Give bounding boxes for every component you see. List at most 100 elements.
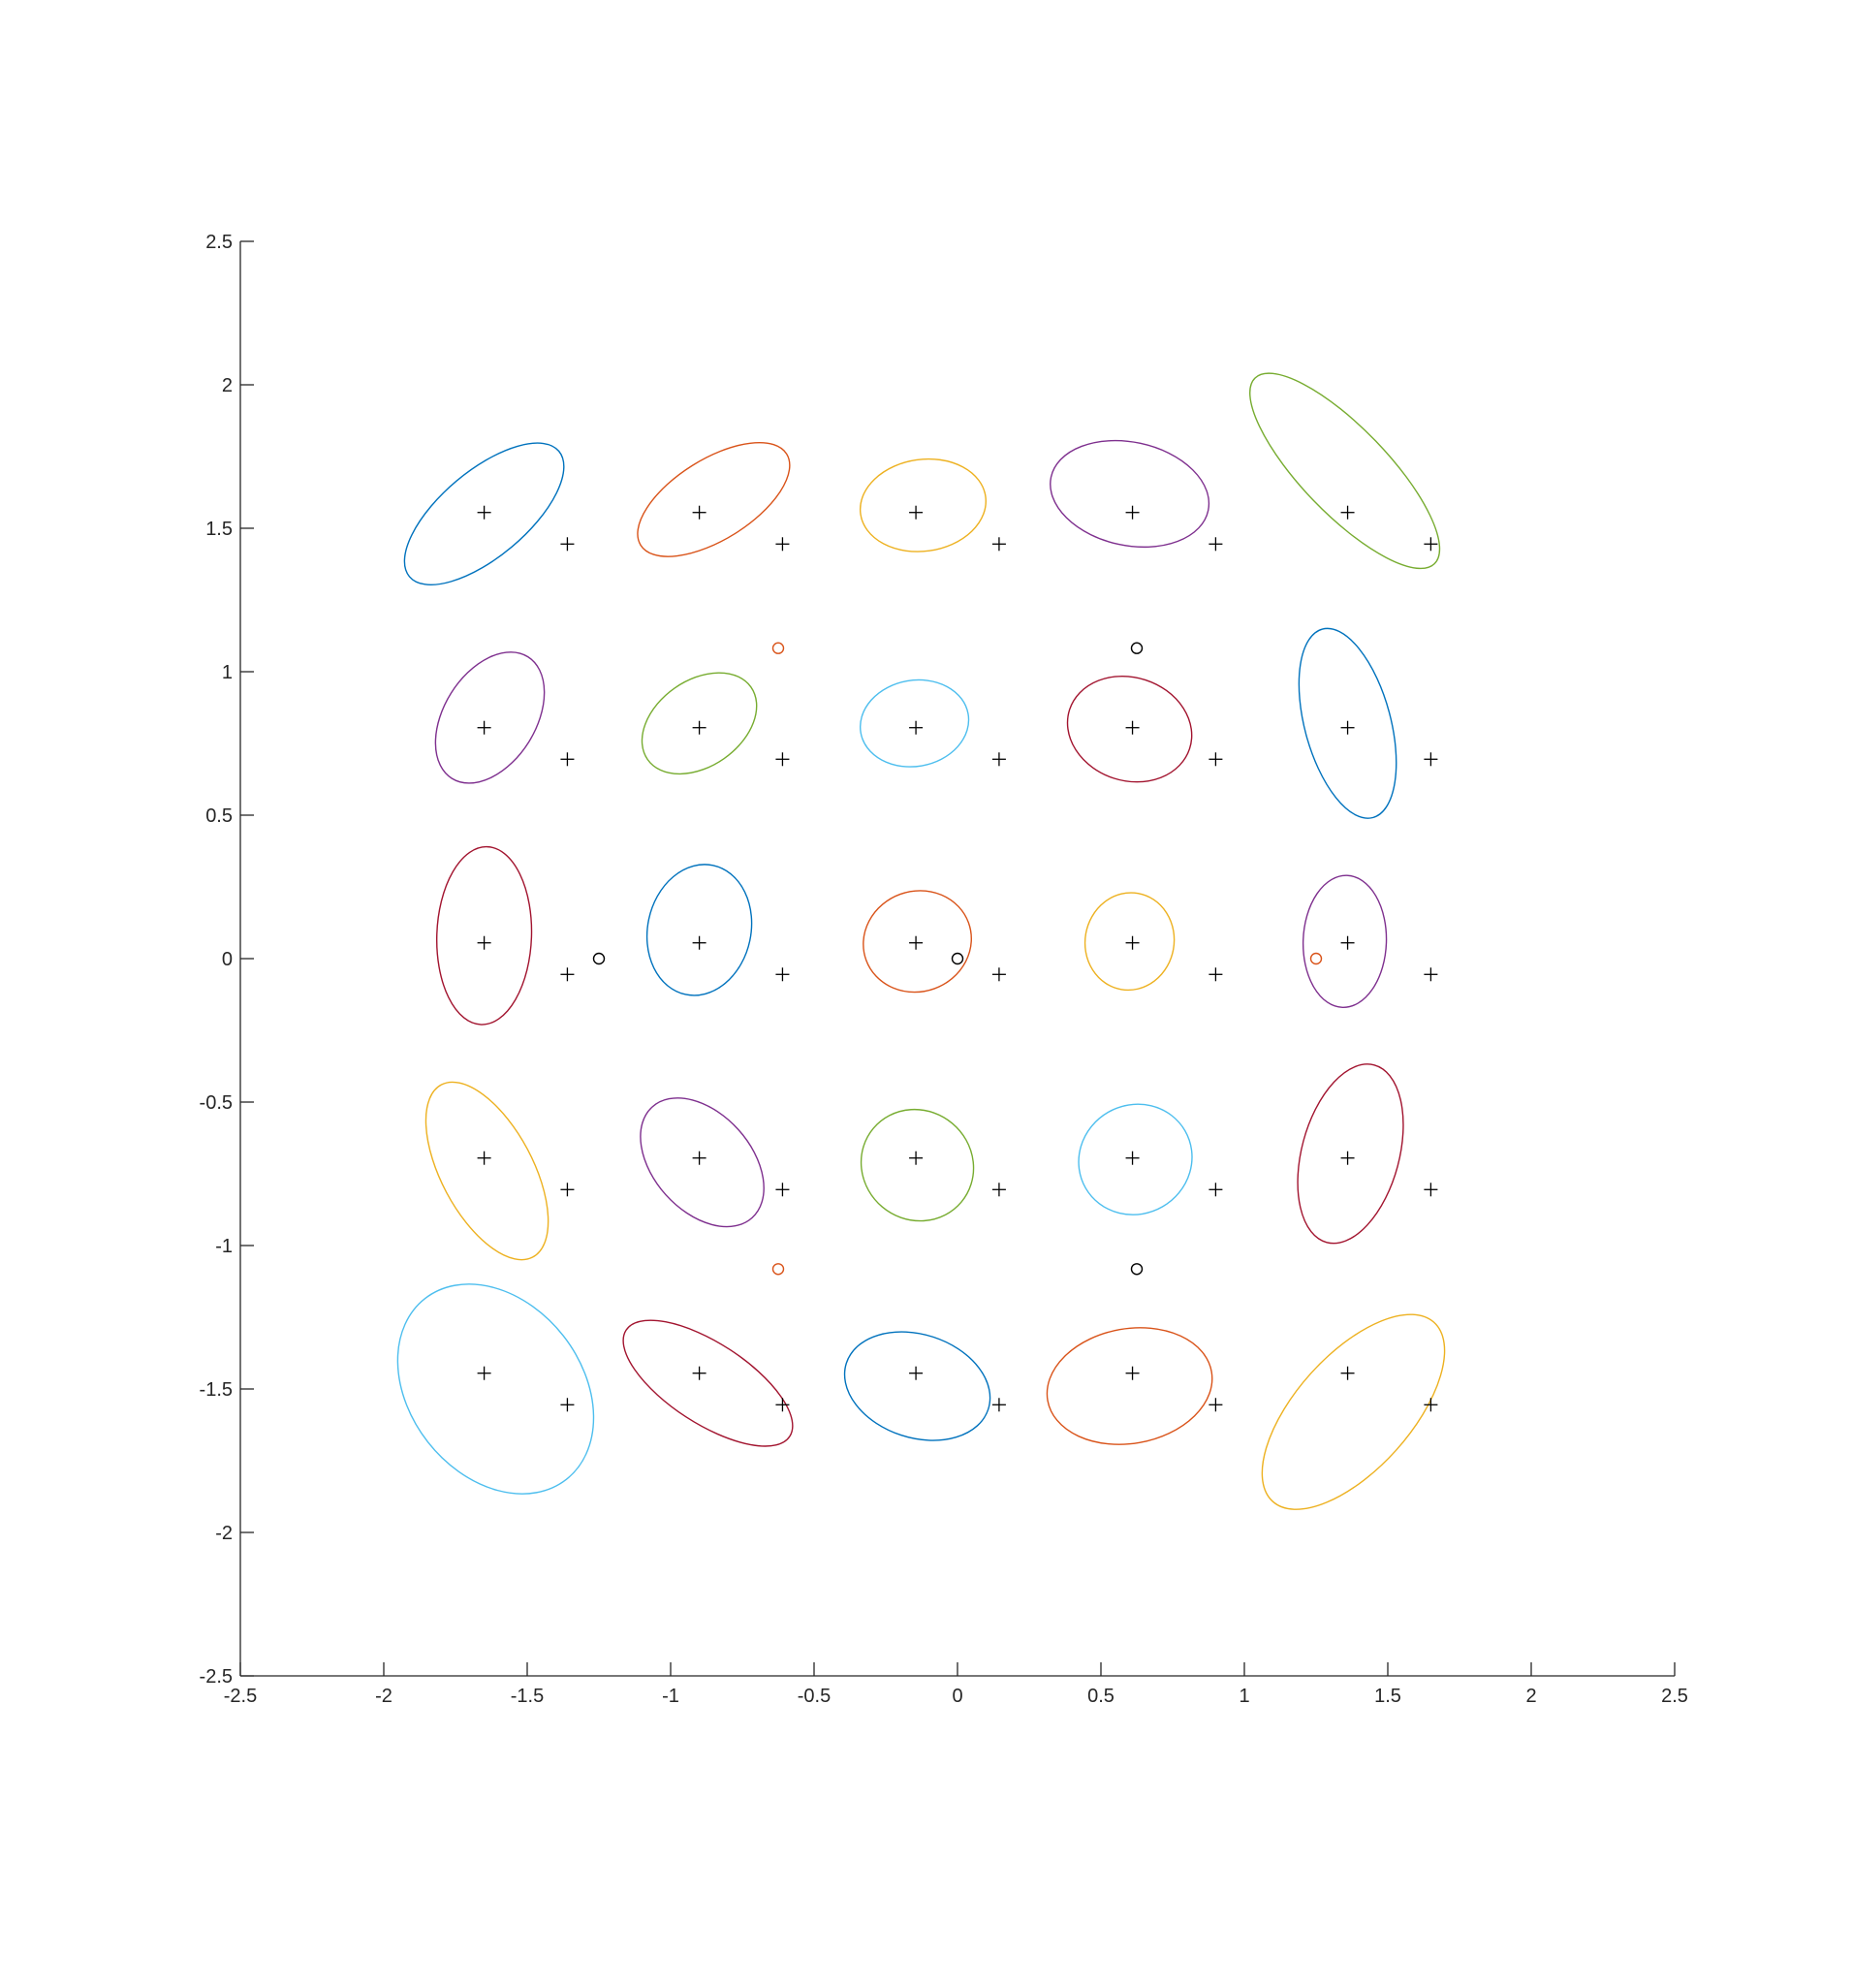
x-tick-label: 2 [1525,1686,1536,1707]
plus-marker [775,752,790,767]
y-tick-label: -0.5 [200,1092,233,1114]
plus-marker [991,967,1006,982]
x-tick-label: -2 [375,1686,392,1707]
plus-marker [909,1151,924,1165]
y-tick-label: 2.5 [205,232,233,253]
plus-marker [1340,1366,1355,1380]
x-tick-label: -1 [662,1686,679,1707]
plus-marker [477,1151,491,1165]
plus-marker [560,967,575,982]
plus-marker [1209,1398,1223,1412]
x-tick-label: 1.5 [1374,1686,1401,1707]
x-tick-label: -0.5 [798,1686,831,1707]
plus-marker [560,537,575,552]
uncertainty-ellipse [645,864,753,996]
plus-marker [1125,935,1140,950]
ellipse-series [396,372,1446,1510]
uncertainty-ellipse [435,845,533,1026]
plus-marker [991,1398,1006,1412]
plus-marker [1424,752,1438,767]
y-tick-label: -1 [215,1236,233,1257]
plus-marker [1125,1151,1140,1165]
uncertainty-ellipse [637,441,791,557]
plus-marker [1209,752,1223,767]
plus-marker [1209,967,1223,982]
uncertainty-ellipse [1083,892,1176,992]
circle-marker [771,1263,785,1276]
circle-marker [1130,1263,1144,1276]
plus-marker [1340,505,1355,520]
plus-marker [909,505,924,520]
uncertainty-ellipse [859,678,970,768]
plus-marker [909,935,924,950]
y-tick-label: -1.5 [200,1379,233,1401]
plus-marker [1340,720,1355,735]
plus-marker [692,935,706,950]
plus-marker [991,1183,1006,1197]
plus-marker [1424,537,1438,552]
plus-marker [1125,505,1140,520]
y-tick-label: -2.5 [200,1666,233,1688]
uncertainty-ellipse [863,890,972,994]
y-tick-label: 2 [222,375,233,396]
plus-marker [909,720,924,735]
y-tick-label: 1.5 [205,519,233,540]
uncertainty-ellipse [859,458,988,552]
plus-marker [1424,1398,1438,1412]
plus-marker [1125,1366,1140,1380]
uncertainty-ellipse [1249,372,1441,570]
uncertainty-ellipse [622,1319,794,1447]
plus-marker [775,537,790,552]
uncertainty-ellipse [1297,1063,1404,1245]
circle-marker [592,952,606,965]
x-tick-label: 0.5 [1087,1686,1114,1707]
uncertainty-ellipse [641,672,758,775]
uncertainty-ellipse [1046,1327,1213,1445]
plus-marker [477,505,491,520]
uncertainty-ellipse [1050,439,1210,549]
plus-marker [477,720,491,735]
uncertainty-ellipse [1261,1313,1446,1510]
uncertainty-ellipse [843,1331,991,1441]
x-tick-label: 0 [952,1686,962,1707]
plus-marker [1125,720,1140,735]
plus-marker [477,935,491,950]
y-tick-label: -2 [215,1523,233,1544]
uncertainty-ellipse [1302,874,1388,1008]
x-tick-label: -1.5 [511,1686,544,1707]
plus-marker [692,720,706,735]
plus-marker [560,1398,575,1412]
y-tick-label: 0 [222,949,233,970]
uncertainty-ellipse [396,1283,595,1495]
x-tick-label: 1 [1239,1686,1249,1707]
circle-marker-series [592,642,1323,1276]
plus-marker [1424,967,1438,982]
x-tick-label: -2.5 [224,1686,257,1707]
plus-marker [1340,1151,1355,1165]
uncertainty-ellipse [434,651,546,784]
uncertainty-ellipse [1066,675,1193,783]
plus-marker [1209,537,1223,552]
plus-marker [991,752,1006,767]
uncertainty-ellipse [424,1081,549,1261]
uncertainty-ellipse [640,1097,765,1228]
plus-marker [909,1366,924,1380]
uncertainty-ellipse [1078,1103,1193,1215]
plus-marker [692,1366,706,1380]
y-tick-label: 1 [222,662,233,683]
circle-marker [951,952,964,965]
uncertainty-ellipse [403,442,565,585]
plus-marker [560,752,575,767]
y-tick-label: 0.5 [205,805,233,827]
plus-marker [692,1151,706,1165]
plus-marker [775,1183,790,1197]
circle-marker [771,642,785,654]
plus-marker [1424,1183,1438,1197]
x-axis-ticks: -2.5 -2 -1.5 -1 -0.5 0 0.5 1 1.5 2 2.5 [224,1662,1688,1707]
plus-marker [991,537,1006,552]
circle-marker [1130,642,1144,654]
plus-marker [775,967,790,982]
plus-marker [692,505,706,520]
